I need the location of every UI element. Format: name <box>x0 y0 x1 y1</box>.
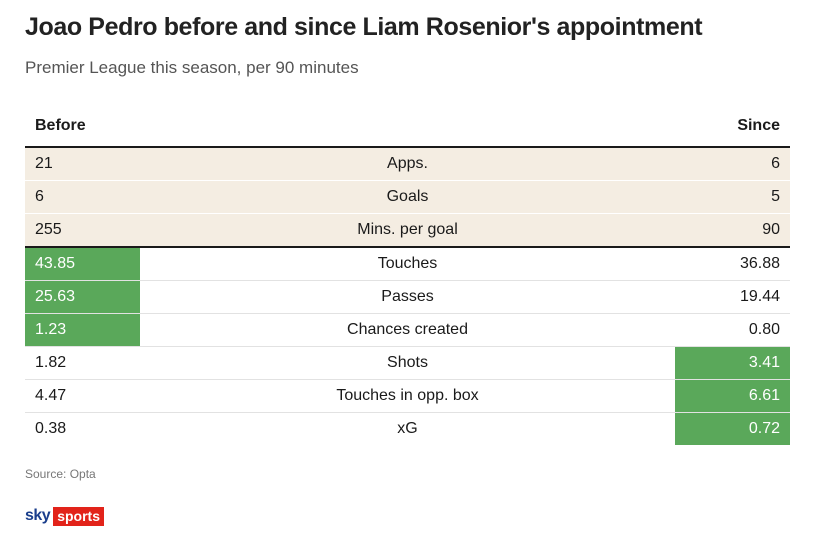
before-value: 255 <box>35 221 62 238</box>
table-row: 43.85 Touches 36.88 <box>25 248 790 281</box>
table-row: 255 Mins. per goal 90 <box>25 214 790 248</box>
table-row: 21 Apps. 6 <box>25 148 790 181</box>
since-value: 90 <box>762 221 780 238</box>
before-value: 6 <box>35 188 44 205</box>
column-header-before: Before <box>35 117 86 134</box>
before-value: 0.38 <box>35 420 67 437</box>
before-value: 21 <box>35 155 53 172</box>
table-body: 21 Apps. 6 6 Goals 5 255 Mins. per goal 90 43.85 T… <box>25 148 790 445</box>
table-row: 4.47 Touches in opp. box 6.61 <box>25 380 790 413</box>
since-value: 6.61 <box>675 380 790 412</box>
since-value: 5 <box>771 188 780 205</box>
logo-sky-text: sky <box>25 507 51 524</box>
stats-table: Before Since 21 Apps. 6 6 Goals 5 255 Mins. per… <box>25 108 790 445</box>
logo-sports-text: sports <box>53 506 104 526</box>
table-row: 25.63 Passes 19.44 <box>25 281 790 314</box>
since-value: 19.44 <box>739 288 780 305</box>
since-value: 3.41 <box>675 347 790 379</box>
since-value: 6 <box>771 155 780 172</box>
chart-title: Joao Pedro before and since Liam Rosenio… <box>25 13 703 41</box>
sky-sports-logo: sky sports <box>25 506 104 526</box>
since-value: 0.80 <box>748 321 780 338</box>
table-row: 1.23 Chances created 0.80 <box>25 314 790 347</box>
before-value: 43.85 <box>25 248 140 280</box>
since-value: 36.88 <box>739 255 780 272</box>
table-row: 0.38 xG 0.72 <box>25 413 790 445</box>
table-header: Before Since <box>25 108 790 148</box>
before-value: 1.23 <box>25 314 140 346</box>
chart-subtitle: Premier League this season, per 90 minut… <box>25 58 359 77</box>
table-row: 6 Goals 5 <box>25 181 790 214</box>
table-row: 1.82 Shots 3.41 <box>25 347 790 380</box>
before-value: 4.47 <box>35 387 67 404</box>
before-value: 1.82 <box>35 354 67 371</box>
since-value: 0.72 <box>675 413 790 445</box>
before-value: 25.63 <box>25 281 140 313</box>
source-note: Source: Opta <box>25 467 96 481</box>
column-header-since: Since <box>737 117 780 134</box>
